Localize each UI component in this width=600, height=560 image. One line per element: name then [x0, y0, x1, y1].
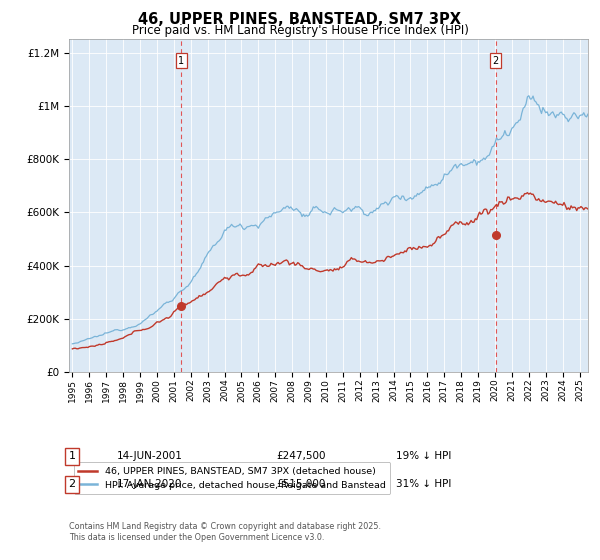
Text: This data is licensed under the Open Government Licence v3.0.: This data is licensed under the Open Gov… [69, 533, 325, 542]
Text: Contains HM Land Registry data © Crown copyright and database right 2025.: Contains HM Land Registry data © Crown c… [69, 522, 381, 531]
Text: £247,500: £247,500 [276, 451, 325, 461]
Text: 2: 2 [493, 55, 499, 66]
Text: 46, UPPER PINES, BANSTEAD, SM7 3PX: 46, UPPER PINES, BANSTEAD, SM7 3PX [139, 12, 461, 27]
Text: 1: 1 [178, 55, 184, 66]
Legend: 46, UPPER PINES, BANSTEAD, SM7 3PX (detached house), HPI: Average price, detache: 46, UPPER PINES, BANSTEAD, SM7 3PX (deta… [74, 462, 391, 494]
Text: £515,000: £515,000 [276, 479, 325, 489]
Text: 2: 2 [68, 479, 76, 489]
Text: 1: 1 [68, 451, 76, 461]
Text: Price paid vs. HM Land Registry's House Price Index (HPI): Price paid vs. HM Land Registry's House … [131, 24, 469, 36]
Text: 14-JUN-2001: 14-JUN-2001 [117, 451, 183, 461]
Text: 19% ↓ HPI: 19% ↓ HPI [396, 451, 451, 461]
Text: 17-JAN-2020: 17-JAN-2020 [117, 479, 182, 489]
Text: 31% ↓ HPI: 31% ↓ HPI [396, 479, 451, 489]
